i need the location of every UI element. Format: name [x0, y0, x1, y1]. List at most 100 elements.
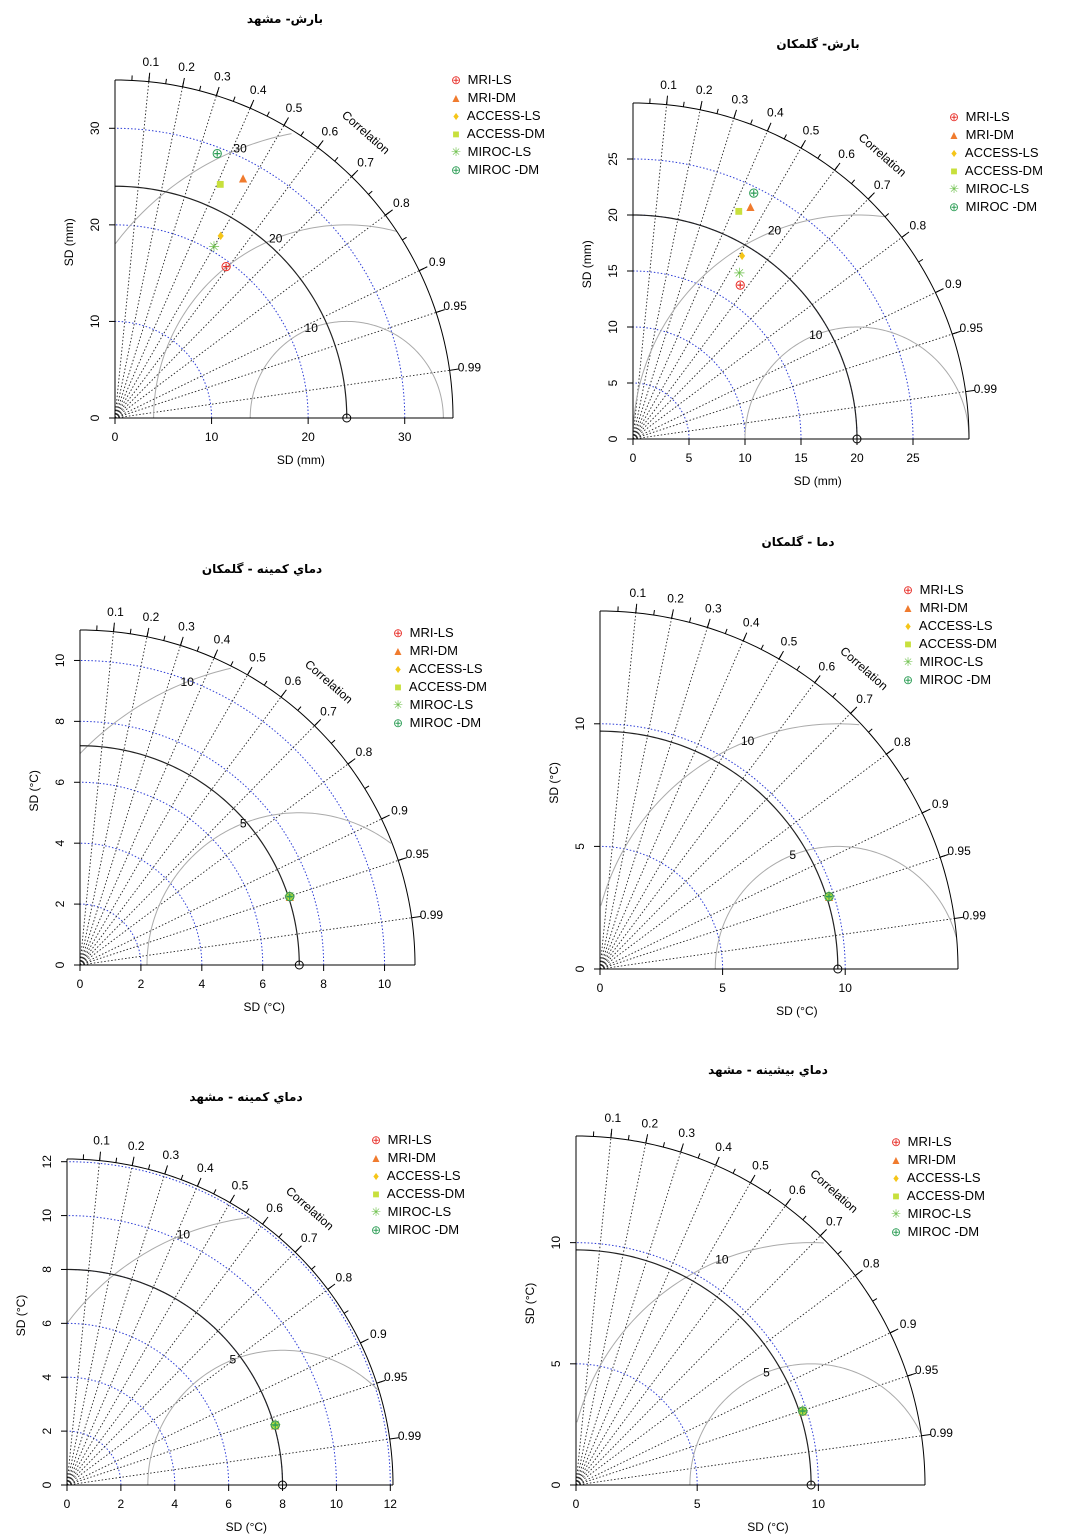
arc-minor-tick: [334, 157, 339, 162]
legend-item: ♦ ACCESS-LS: [390, 660, 487, 678]
x-tick-label: 5: [719, 981, 726, 995]
legend-label: ACCESS-DM: [916, 636, 997, 651]
arc-minor-tick: [851, 179, 856, 184]
arc-minor-tick: [796, 665, 801, 671]
correlation-tick-label: 0.1: [660, 78, 677, 92]
correlation-ray: [599, 753, 887, 970]
arc-major-tick: [182, 77, 185, 87]
arc-major-tick: [113, 622, 115, 632]
correlation-ray: [114, 108, 251, 419]
x-tick-label: 10: [330, 1497, 344, 1511]
sd-gridline: [79, 659, 386, 966]
correlation-tick-label: 0.7: [320, 705, 337, 719]
legend-item: ⊕ MIROC -DM: [368, 1221, 465, 1239]
rms-contour: [153, 224, 397, 419]
correlation-ray: [114, 125, 285, 419]
y-tick-label: 0: [40, 1481, 54, 1488]
x-axis-title: SD (°C): [776, 1004, 817, 1018]
data-point: ⊕: [269, 1416, 281, 1432]
arc-major-tick: [635, 603, 638, 613]
arc-minor-tick: [263, 680, 268, 686]
correlation-tick-label: 0.8: [894, 735, 911, 749]
arc-major-tick: [784, 1198, 792, 1207]
correlation-ray: [114, 312, 437, 419]
arc-minor-tick: [884, 213, 890, 218]
correlation-tick-label: 0.1: [93, 1134, 110, 1148]
arc-minor-tick: [832, 692, 837, 698]
correlation-ray: [79, 657, 215, 966]
correlation-ray: [575, 1142, 647, 1486]
y-axis-title: SD (°C): [523, 1283, 537, 1324]
correlation-ray: [79, 645, 181, 966]
legend-item: ⊕ MIROC -DM: [900, 671, 997, 689]
taylor-panel-3: دما - گلمکان 5 10 0.1 0.2 0.3 0.4 0.5 0.6 0.7 0.8…: [530, 525, 1066, 1035]
arc-minor-tick: [697, 1153, 701, 1159]
correlation-ray: [114, 369, 450, 419]
correlation-tick-label: 0.99: [458, 361, 482, 375]
y-tick-label: 2: [53, 900, 67, 907]
y-tick-label: 5: [549, 1360, 563, 1367]
sd-gridline: [114, 320, 213, 419]
legend-label: MRI-DM: [384, 1150, 436, 1165]
y-tick-label: 0: [573, 965, 587, 972]
arc-major-tick: [850, 706, 858, 714]
arc-major-tick: [907, 1372, 917, 1377]
legend-marker: ▲: [392, 644, 404, 658]
legend-label: MIROC-LS: [916, 654, 984, 669]
arc-minor-tick: [918, 258, 924, 263]
correlation-ray: [599, 658, 780, 970]
legend-label: MIROC -DM: [962, 199, 1038, 214]
arc-minor-tick: [767, 1189, 772, 1194]
legend-item: ■ ACCESS-DM: [888, 1187, 985, 1205]
y-tick-label: 0: [549, 1481, 563, 1488]
legend-label: ACCESS-LS: [916, 618, 993, 633]
arc-major-tick: [935, 288, 944, 293]
arc-major-tick: [819, 1228, 827, 1237]
correlation-axis-label: Correlation: [283, 1184, 336, 1233]
correlation-ray: [632, 292, 936, 440]
y-tick-label: 0: [88, 414, 102, 421]
legend-label: ACCESS-LS: [384, 1168, 461, 1183]
panel-title: بارش- گلمکان: [776, 37, 860, 51]
x-tick-label: 10: [738, 451, 752, 465]
sd-gridline: [66, 1215, 337, 1486]
y-tick-label: 5: [606, 379, 620, 386]
legend-item: ■ ACCESS-DM: [390, 678, 487, 696]
legend-label: MRI-DM: [464, 90, 516, 105]
correlation-ray: [575, 1182, 751, 1486]
legend-label: ACCESS-LS: [904, 1170, 981, 1185]
arc-minor-tick: [163, 635, 166, 641]
correlation-tick-label: 0.4: [250, 83, 267, 97]
correlation-tick-label: 0.8: [863, 1257, 880, 1271]
arc-major-tick: [196, 1177, 202, 1187]
x-tick-label: 8: [279, 1497, 286, 1511]
data-point: ⊕: [748, 185, 760, 201]
correlation-tick-label: 0.4: [214, 633, 231, 647]
sd-gridline: [599, 845, 724, 970]
rms-label: 10: [305, 321, 319, 335]
legend-item: ▲ MRI-DM: [900, 599, 997, 617]
legend-item: ♦ ACCESS-LS: [900, 617, 997, 635]
arc-major-tick: [164, 1165, 168, 1175]
arc-minor-tick: [716, 108, 719, 114]
legend-marker: ■: [452, 127, 460, 141]
legend-label: ACCESS-DM: [406, 679, 487, 694]
legend-item: ⊕ MRI-LS: [448, 71, 545, 89]
data-point: ✳: [284, 888, 296, 904]
legend-item: ■ ACCESS-DM: [900, 635, 997, 653]
x-tick-label: 0: [77, 977, 84, 991]
correlation-ray: [114, 86, 184, 419]
x-tick-label: 4: [171, 1497, 178, 1511]
arc-major-tick: [666, 95, 668, 105]
correlation-ray: [79, 631, 114, 966]
y-tick-label: 8: [53, 718, 67, 725]
correlation-tick-label: 0.3: [178, 619, 195, 633]
data-point: ⊕: [284, 888, 296, 904]
y-axis-title: SD (°C): [547, 762, 561, 803]
arc-major-tick: [347, 758, 356, 765]
arc-major-tick: [411, 915, 421, 919]
correlation-ray: [114, 81, 150, 419]
arc-major-tick: [317, 140, 324, 148]
arc-major-tick: [389, 1437, 399, 1440]
legend-item: ⊕ MRI-LS: [946, 108, 1043, 126]
